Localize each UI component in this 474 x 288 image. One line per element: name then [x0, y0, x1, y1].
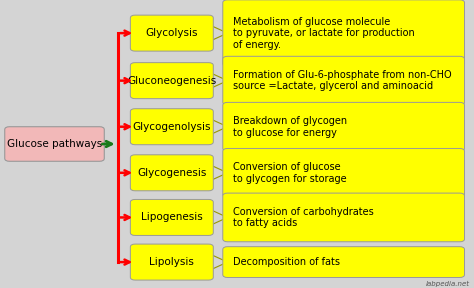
- Text: Decomposition of fats: Decomposition of fats: [233, 257, 340, 267]
- FancyBboxPatch shape: [130, 15, 213, 51]
- FancyBboxPatch shape: [223, 149, 465, 197]
- Text: Conversion of glucose
to glycogen for storage: Conversion of glucose to glycogen for st…: [233, 162, 347, 184]
- FancyBboxPatch shape: [130, 199, 213, 236]
- Text: Formation of Glu-6-phosphate from non-CHO
source =Lactate, glycerol and aminoaci: Formation of Glu-6-phosphate from non-CH…: [233, 70, 452, 92]
- Text: Glucose pathways: Glucose pathways: [7, 139, 102, 149]
- Text: Lipogenesis: Lipogenesis: [141, 213, 203, 222]
- Text: Gluconeogenesis: Gluconeogenesis: [127, 76, 217, 86]
- Text: Breakdown of glycogen
to glucose for energy: Breakdown of glycogen to glucose for ene…: [233, 116, 347, 137]
- Text: Conversion of carbohydrates
to fatty acids: Conversion of carbohydrates to fatty aci…: [233, 207, 374, 228]
- FancyBboxPatch shape: [130, 109, 213, 145]
- FancyBboxPatch shape: [223, 103, 465, 151]
- FancyBboxPatch shape: [223, 56, 465, 105]
- Text: Glycogenesis: Glycogenesis: [137, 168, 207, 178]
- Text: Glycolysis: Glycolysis: [146, 28, 198, 38]
- FancyBboxPatch shape: [5, 127, 104, 161]
- Text: labpedia.net: labpedia.net: [425, 281, 469, 287]
- Text: Glycogenolysis: Glycogenolysis: [133, 122, 211, 132]
- FancyBboxPatch shape: [223, 247, 465, 278]
- Text: Metabolism of glucose molecule
to pyruvate, or lactate for production
of energy.: Metabolism of glucose molecule to pyruva…: [233, 16, 415, 50]
- FancyBboxPatch shape: [130, 155, 213, 191]
- Text: Lipolysis: Lipolysis: [149, 257, 194, 267]
- FancyBboxPatch shape: [130, 244, 213, 280]
- FancyBboxPatch shape: [223, 193, 465, 242]
- FancyBboxPatch shape: [223, 0, 465, 67]
- FancyBboxPatch shape: [130, 63, 213, 99]
